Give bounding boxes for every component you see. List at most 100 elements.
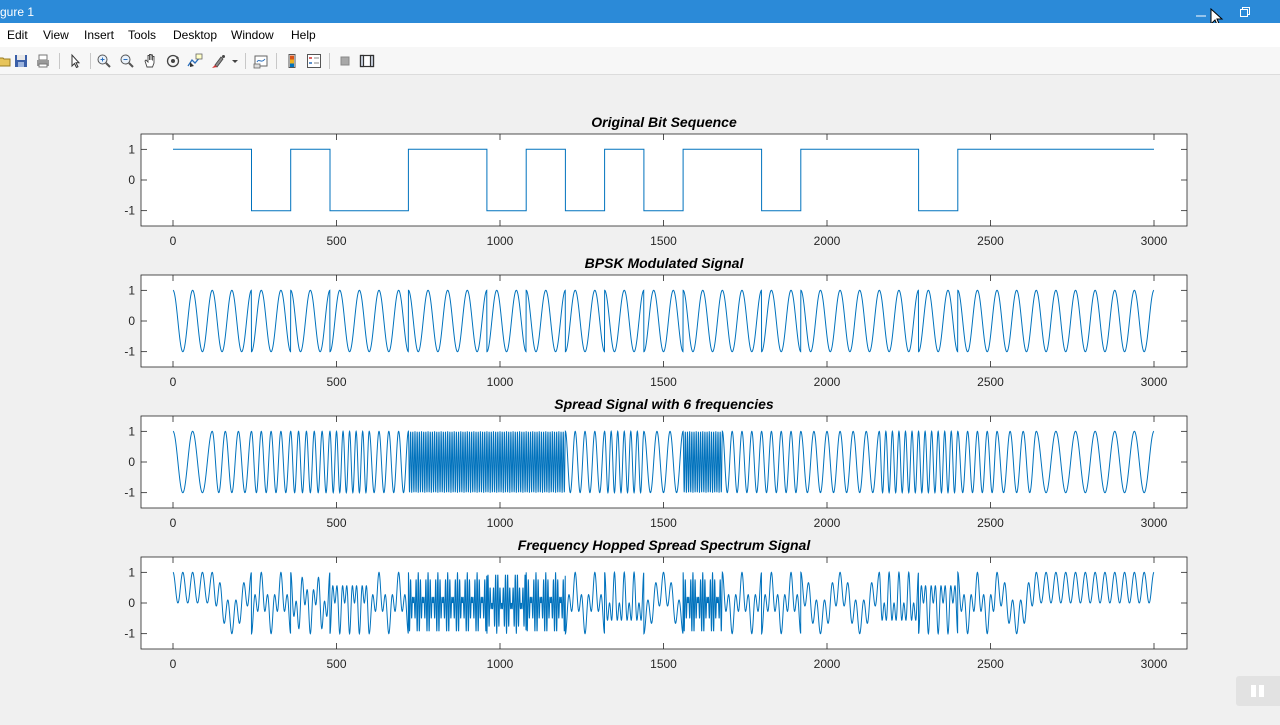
legend-icon [307,54,321,68]
window-title: gure 1 [0,5,35,19]
x-tick-label: 2000 [814,234,841,248]
hide-plot-tools-button[interactable] [335,51,355,71]
colorbar-icon [288,54,296,68]
menu-help[interactable]: Help [291,28,316,42]
series-line [172,430,1155,494]
pan-button[interactable] [140,51,160,71]
rotate-3d-icon [166,54,180,68]
open-button[interactable] [0,51,14,71]
menu-window[interactable]: Window [231,28,274,42]
axes-title: Frequency Hopped Spread Spectrum Signal [518,537,812,553]
brush-dropdown-button[interactable] [230,51,240,71]
y-tick-label: -1 [124,627,135,641]
x-tick-label: 2000 [814,375,841,389]
toolbar [0,47,1280,75]
x-tick-label: 1000 [487,375,514,389]
y-tick-label: 1 [128,424,135,438]
x-tick-label: 1000 [487,657,514,671]
video-pause-button[interactable] [1236,676,1280,706]
menu-edit[interactable]: Edit [7,28,28,42]
save-button[interactable] [11,51,31,71]
brush-icon [212,55,225,68]
menu-desktop[interactable]: Desktop [173,28,218,42]
figure-canvas: Original Bit Sequence 0 500 1000 1500 2000 250… [0,76,1280,720]
axes-4[interactable]: Frequency Hopped Spread Spectrum Signal 0… [124,537,1188,671]
x-tick-label: 1500 [650,234,677,248]
brush-button[interactable] [209,51,229,71]
toolbar-separator [329,53,330,69]
rotate-3d-button[interactable] [163,51,183,71]
axes-3[interactable]: Spread Signal with 6 frequencies 0 500 1000… [124,396,1188,530]
y-tick-label: 1 [128,283,135,297]
y-tick-label: 0 [128,314,135,328]
print-button[interactable] [33,51,53,71]
toolbar-separator [59,53,60,69]
x-tick-label: 2000 [814,516,841,530]
hide-plot-tools-icon [340,56,350,66]
axes-1[interactable]: Original Bit Sequence 0 500 1000 1500 2000 250… [124,114,1188,248]
print-icon [37,54,49,68]
y-tick-label: 1 [128,565,135,579]
data-cursor-button[interactable] [185,51,205,71]
show-plot-tools-icon [359,54,375,68]
x-tick-label: 1500 [650,516,677,530]
pan-icon [144,54,155,68]
x-tick-label: 3000 [1141,234,1168,248]
series-line [172,289,1155,353]
y-tick-label: 0 [128,596,135,610]
axes-box [140,415,1188,509]
restore-button[interactable] [1230,0,1260,23]
minimize-button[interactable] [1186,0,1216,23]
x-tick-label: 2000 [814,657,841,671]
legend-button[interactable] [304,51,324,71]
colorbar-button[interactable] [282,51,302,71]
axes-title: Original Bit Sequence [591,114,737,130]
series-line [173,148,1154,212]
y-tick-label: 1 [128,142,135,156]
axes-box [140,556,1188,650]
open-icon [0,57,11,67]
chevron-down-icon [232,60,238,63]
menu-insert[interactable]: Insert [84,28,115,42]
x-tick-label: 1500 [650,657,677,671]
y-tick-label: -1 [124,204,135,218]
title-bar: gure 1 [0,0,1280,28]
toolbar-separator [90,53,91,69]
y-tick-label: 0 [128,173,135,187]
x-tick-label: 2500 [977,516,1004,530]
zoom-out-button[interactable] [117,51,137,71]
link-plot-icon [253,55,268,69]
x-tick-label: 3000 [1141,375,1168,389]
axes-2[interactable]: BPSK Modulated Signal 0 500 1000 1500 2000 250… [124,255,1188,389]
y-tick-label: -1 [124,486,135,500]
toolbar-separator [276,53,277,69]
x-tick-label: 3000 [1141,657,1168,671]
x-tick-label: 1000 [487,516,514,530]
x-tick-label: 500 [326,657,346,671]
axes-box [140,274,1188,368]
show-plot-tools-button[interactable] [357,51,377,71]
menu-bar: Edit View Insert Tools Desktop Window He… [0,23,1280,47]
zoom-in-button[interactable] [94,51,114,71]
axes-title: Spread Signal with 6 frequencies [554,396,774,412]
x-tick-label: 0 [170,657,177,671]
pointer-button[interactable] [65,51,85,71]
x-tick-label: 2500 [977,657,1004,671]
restore-icon [1240,6,1250,17]
x-tick-label: 2500 [977,234,1004,248]
y-tick-label: -1 [124,345,135,359]
menu-tools[interactable]: Tools [128,28,157,42]
y-tick-label: 0 [128,455,135,469]
toolbar-separator [245,53,246,69]
x-tick-label: 0 [170,375,177,389]
x-tick-label: 500 [326,234,346,248]
zoom-out-icon [120,54,134,68]
x-tick-label: 1000 [487,234,514,248]
menu-view[interactable]: View [43,28,69,42]
x-tick-label: 500 [326,516,346,530]
link-plot-button[interactable] [251,51,271,71]
axes-title: BPSK Modulated Signal [585,255,745,271]
axes-box [140,133,1188,227]
pause-icon [1251,685,1264,697]
